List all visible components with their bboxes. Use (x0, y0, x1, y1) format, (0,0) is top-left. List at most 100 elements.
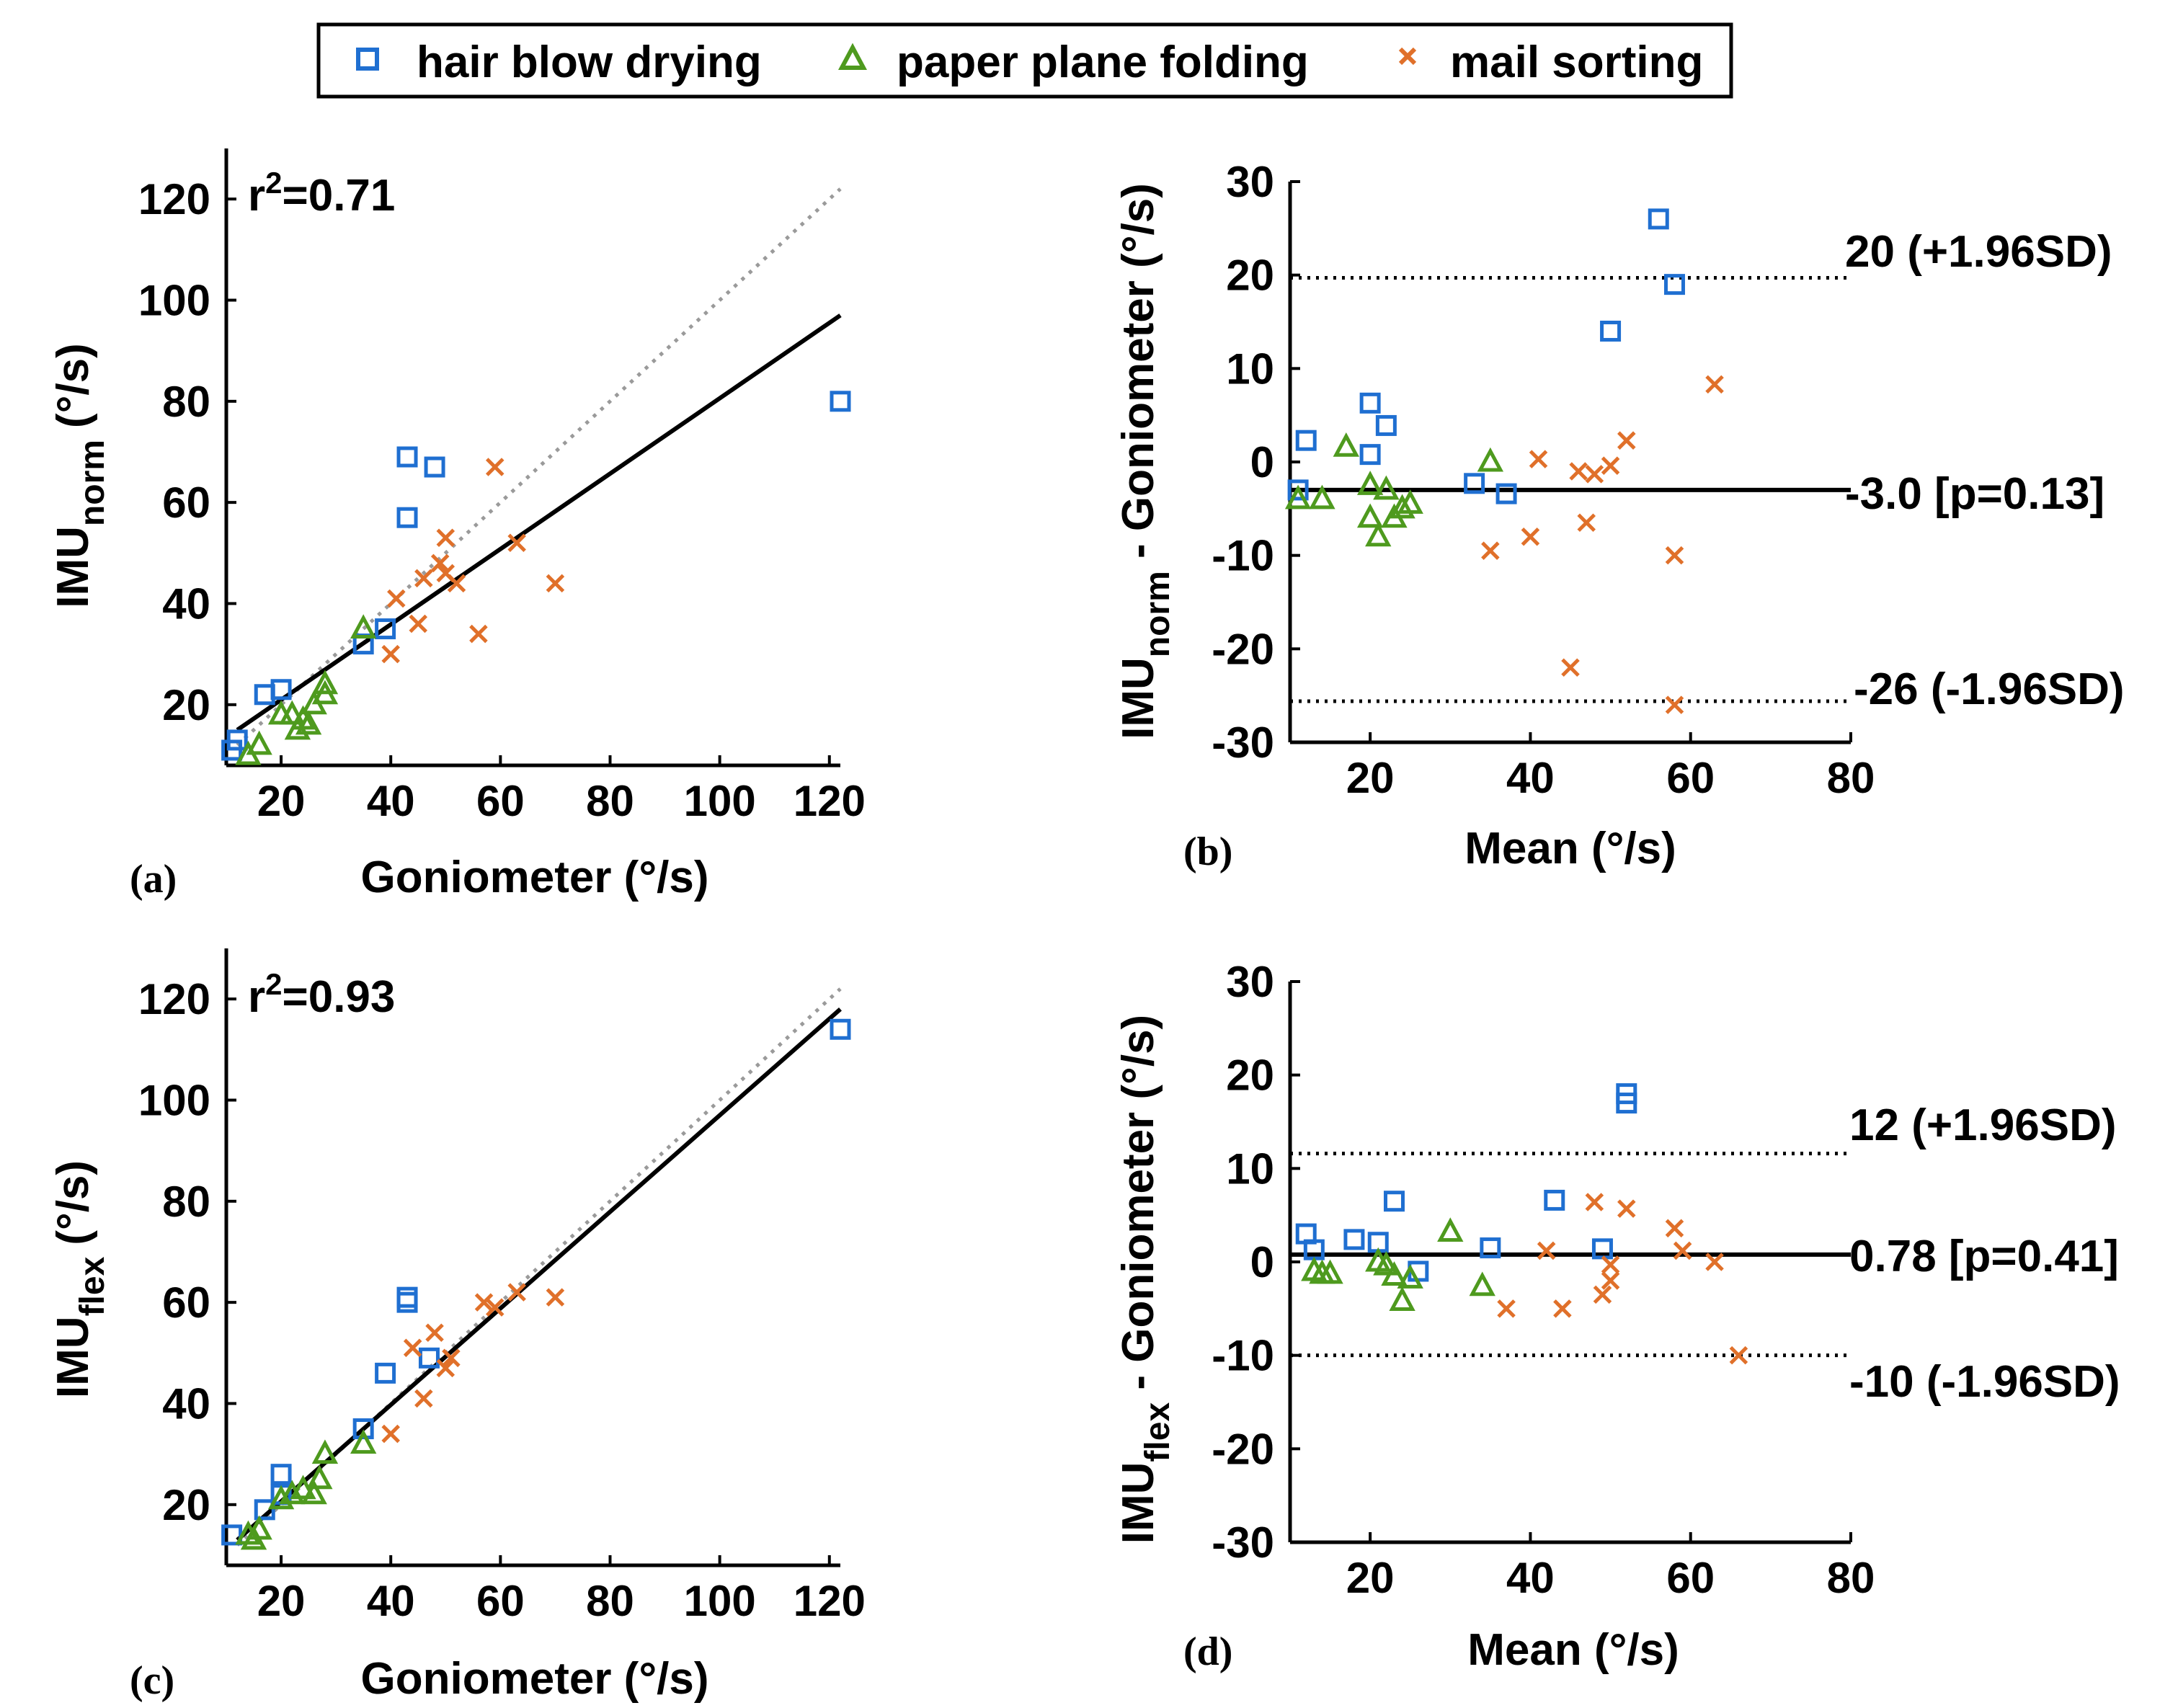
y-tick-label-d: -30 (1212, 1518, 1274, 1567)
point-mail-b (1529, 450, 1548, 468)
point-mail-b (1665, 695, 1684, 714)
panel-label-a: (a) (130, 857, 177, 902)
r-squared-annotation-a: r2=0.71 (248, 166, 395, 221)
plot-area-c: 20 40 60 80 100 120 20 40 60 80 100 120 (138, 948, 866, 1625)
point-paper-b (1333, 432, 1359, 457)
panel-label-b: (b) (1183, 829, 1232, 874)
legend-label-hair: hair blow drying (417, 37, 762, 87)
regression-line-a (236, 313, 842, 732)
point-mail-c (436, 1358, 455, 1378)
point-mail-a (507, 533, 526, 553)
x-tick-label-d: 20 (1346, 1554, 1395, 1602)
mean-label-b: -3.0 [p=0.13] (1845, 469, 2104, 519)
point-mail-b (1705, 375, 1724, 394)
point-hair-b (1600, 320, 1622, 342)
point-paper-a (284, 715, 311, 740)
point-mail-d (1729, 1346, 1748, 1365)
point-mail-d (1665, 1219, 1684, 1238)
y-label-sub-a: norm (74, 440, 112, 526)
point-paper-a (295, 710, 322, 735)
point-hair-a (221, 739, 243, 761)
point-mail-d (1601, 1255, 1620, 1274)
y-axis-label-c: IMUflex (°/s) (48, 1160, 112, 1398)
point-paper-b (1389, 494, 1415, 519)
x-tick-label-a: 100 (684, 777, 756, 825)
point-hair-c (352, 1418, 374, 1440)
point-mail-b (1569, 462, 1588, 481)
point-mail-d (1553, 1299, 1572, 1318)
x-tick-label-a: 80 (586, 777, 634, 825)
point-paper-c (311, 1439, 339, 1464)
point-mail-d (1705, 1253, 1724, 1271)
lower-loa-label-d: -10 (-1.96SD) (1849, 1357, 2120, 1407)
r2-value-a: =0.71 (283, 171, 396, 221)
point-hair-b (1295, 430, 1317, 451)
y-label-rest-b: - Goniometer (°/s) (1114, 183, 1163, 571)
point-mail-a (447, 574, 466, 593)
y-tick-label-b: -30 (1212, 719, 1274, 767)
y-tick-label-b: -20 (1212, 625, 1274, 673)
point-paper-b (1356, 503, 1384, 528)
point-paper-b (1284, 484, 1312, 510)
point-mail-b (1577, 513, 1596, 533)
point-mail-c (507, 1283, 526, 1302)
x-tick-label-b: 20 (1346, 754, 1395, 802)
point-paper-a (350, 614, 377, 639)
y-label-unit-a: (°/s) (48, 343, 98, 428)
point-hair-c (375, 1362, 396, 1384)
x-axis-label-d: Mean (°/s) (1467, 1625, 1679, 1675)
point-hair-b (1648, 208, 1669, 230)
lower-loa-label-b: -26 (-1.96SD) (1854, 664, 2125, 714)
x-tick-label-b: 80 (1827, 754, 1875, 802)
point-paper-a (246, 730, 272, 755)
point-mail-b (1521, 527, 1540, 546)
point-mail-c (546, 1288, 565, 1307)
x-tick-label-a: 120 (794, 777, 866, 825)
y-tick-label-a: 20 (162, 681, 210, 729)
point-mail-c (414, 1389, 433, 1408)
x-tick-label-c: 80 (586, 1577, 634, 1625)
point-paper-c (306, 1464, 333, 1490)
y-tick-label-a: 60 (162, 479, 210, 527)
x-tick-label-c: 100 (684, 1577, 756, 1625)
point-paper-d (1381, 1261, 1408, 1286)
point-mail-d (1673, 1241, 1692, 1260)
r2-sup-c: 2 (265, 967, 282, 1001)
point-mail-d (1585, 1193, 1604, 1211)
y-tick-label-c: 40 (162, 1379, 210, 1428)
point-paper-c (267, 1485, 295, 1510)
x-tick-label-a: 40 (367, 777, 415, 825)
point-mail-a (409, 614, 428, 633)
y-axis-label-d: IMUflex - Goniometer (°/s) (1114, 1015, 1177, 1544)
point-paper-d (1469, 1271, 1495, 1296)
y-tick-label-d: 30 (1226, 958, 1274, 1006)
r2-base-a: r (248, 171, 265, 221)
point-hair-c (418, 1347, 440, 1369)
y-label-sub-b: norm (1139, 571, 1177, 657)
point-mail-b (1617, 431, 1636, 450)
point-paper-a (311, 670, 339, 695)
point-mail-c (403, 1338, 422, 1358)
x-tick-label-c: 20 (257, 1577, 306, 1625)
panel-c: 20 40 60 80 100 120 20 40 60 80 100 120 (c) Goniome… (48, 948, 866, 1704)
point-mail-a (485, 458, 505, 476)
point-mail-a (469, 624, 488, 644)
y-label-sub-c: flex (74, 1256, 112, 1316)
point-hair-c (254, 1499, 275, 1521)
point-hair-d (1343, 1229, 1365, 1250)
y-label-main-c: IMU (48, 1316, 98, 1398)
plot-area-a: 20 40 60 80 100 120 20 40 60 80 100 120 (138, 148, 866, 825)
y-tick-label-c: 120 (138, 975, 210, 1023)
upper-loa-label-d: 12 (+1.96SD) (1849, 1100, 2117, 1150)
regression-line-c (236, 1007, 842, 1542)
point-hair-a (270, 679, 292, 700)
x-tick-label-c: 120 (794, 1577, 866, 1625)
point-hair-a (396, 507, 418, 528)
x-tick-label-d: 80 (1827, 1554, 1875, 1602)
y-tick-label-b: 30 (1226, 158, 1274, 206)
point-paper-b (1356, 471, 1384, 495)
point-hair-c (396, 1291, 418, 1313)
point-mail-b (1561, 658, 1580, 677)
